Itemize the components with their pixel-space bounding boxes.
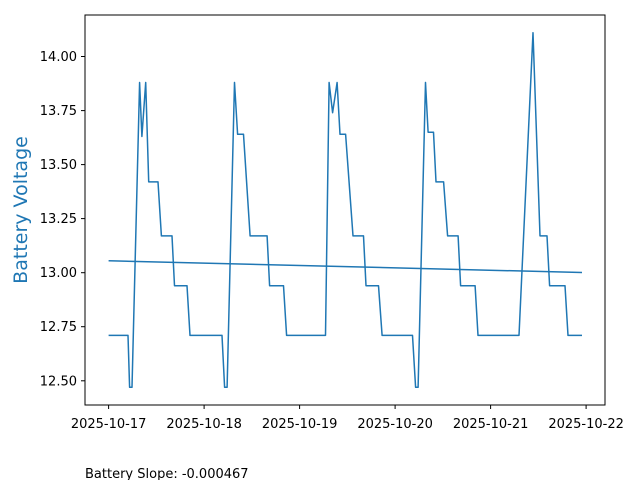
y-axis-tick-label: 14.00 — [40, 50, 77, 65]
plot-border — [84, 14, 606, 406]
chart-annotations: Battery Slope: -0.000467 Battery Min: 12… — [85, 434, 357, 480]
x-axis-tick-label: 2025-10-18 — [166, 417, 242, 432]
y-axis-label: Battery Voltage — [10, 136, 32, 284]
x-axis-tick-label: 2025-10-22 — [548, 417, 624, 432]
y-axis-tick-label: 13.50 — [40, 158, 77, 173]
y-axis-tick-label: 12.75 — [40, 320, 77, 335]
x-axis-tick-label: 2025-10-17 — [71, 417, 147, 432]
x-axis-tick-label: 2025-10-20 — [357, 417, 433, 432]
y-axis-tick-label: 13.00 — [40, 266, 77, 281]
battery-voltage-line — [108, 31, 582, 389]
trend-line — [108, 260, 583, 274]
y-axis-tick-label: 12.50 — [40, 374, 77, 389]
y-axis-tick-label: 13.25 — [40, 212, 77, 227]
y-axis-tick-label: 13.75 — [40, 104, 77, 119]
x-axis-tick-label: 2025-10-19 — [262, 417, 338, 432]
x-axis-tick-label: 2025-10-21 — [453, 417, 529, 432]
battery-slope-text: Battery Slope: -0.000467 — [85, 467, 249, 480]
